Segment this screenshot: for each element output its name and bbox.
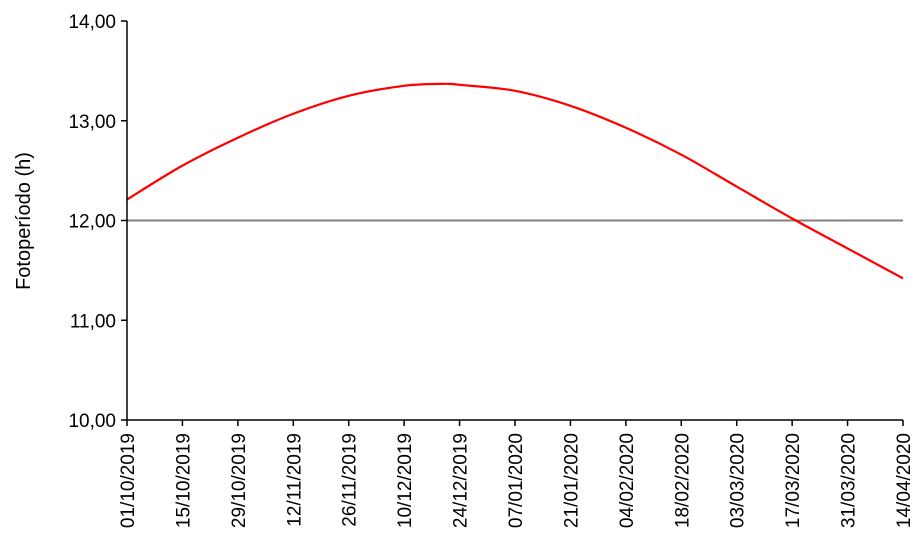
data-point <box>792 218 793 219</box>
data-point <box>182 165 183 166</box>
data-point <box>443 83 444 84</box>
data-point <box>902 278 903 279</box>
series-layer <box>126 82 904 280</box>
x-tick-label: 15/10/2019 <box>173 433 194 528</box>
x-tick-label: 21/01/2020 <box>561 433 582 528</box>
data-point <box>847 248 848 249</box>
data-point <box>681 154 682 155</box>
y-tick-label: 14,00 <box>68 12 116 33</box>
y-tick-label: 10,00 <box>68 411 116 432</box>
x-tick-label: 14/04/2020 <box>894 433 914 528</box>
data-point <box>348 95 349 96</box>
data-point <box>404 85 405 86</box>
x-tick-label: 07/01/2020 <box>506 433 527 528</box>
x-tick-label: 29/10/2019 <box>229 433 250 528</box>
x-tick-label: 31/03/2020 <box>839 433 860 528</box>
x-tick-label: 03/03/2020 <box>728 433 749 528</box>
series-line <box>126 82 904 280</box>
x-tick-label: 12/11/2019 <box>284 433 305 527</box>
x-tick-label: 10/12/2019 <box>395 433 416 528</box>
x-axis-ticks: 01/10/2019 15/10/2019 29/10/2019 12/11/2019… <box>118 420 914 528</box>
y-tick-label: 13,00 <box>68 112 116 133</box>
y-axis-title: Fotoperíodo (h) <box>13 152 35 290</box>
x-tick-label: 24/12/2019 <box>451 433 472 528</box>
data-point <box>625 127 626 128</box>
x-tick-label: 17/03/2020 <box>783 433 804 528</box>
y-axis-ticks: 10,00 11,00 12,00 13,00 14,00 <box>68 12 127 432</box>
data-point <box>514 90 515 91</box>
x-tick-label: 01/10/2019 <box>118 433 139 528</box>
data-point <box>293 113 294 114</box>
data-point <box>237 137 238 138</box>
data-point <box>736 186 737 187</box>
x-tick-label: 18/02/2020 <box>672 433 693 528</box>
x-tick-label: 26/11/2019 <box>340 433 361 527</box>
data-point <box>459 84 460 85</box>
x-tick-label: 04/02/2020 <box>617 433 638 528</box>
data-point <box>570 105 571 106</box>
y-tick-label: 11,00 <box>70 311 116 332</box>
y-tick-label: 12,00 <box>68 212 116 233</box>
